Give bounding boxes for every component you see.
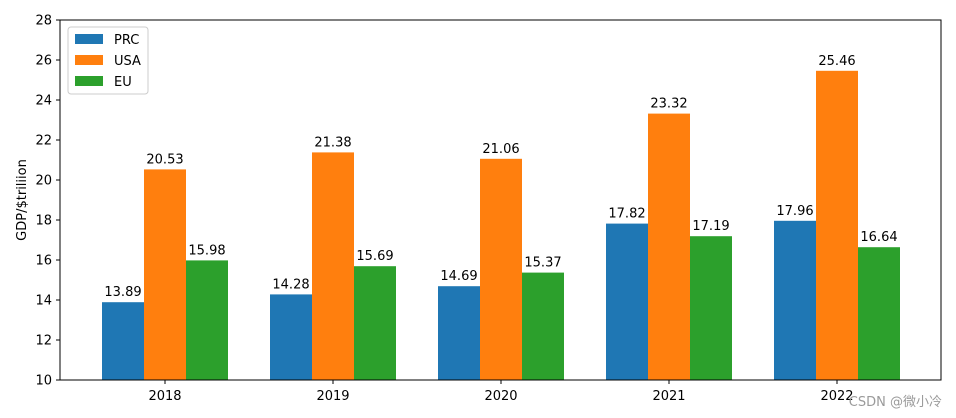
legend-swatch-usa xyxy=(75,55,103,65)
y-axis: 10 12 14 16 18 20 22 24 26 28 xyxy=(35,14,60,389)
data-label-prc-2018: 13.89 xyxy=(104,285,141,300)
bar-usa-2022 xyxy=(816,70,858,381)
y-tick-label-16: 16 xyxy=(35,254,52,269)
bar-prc-2020 xyxy=(438,286,480,380)
bar-usa-2018 xyxy=(144,169,186,380)
legend-swatch-eu xyxy=(75,76,103,86)
watermark: CSDN @微小冷 xyxy=(848,395,942,410)
data-label-usa-2021: 23.32 xyxy=(650,97,687,112)
y-tick-label-10: 10 xyxy=(35,374,52,389)
y-tick-label-18: 18 xyxy=(35,214,52,229)
bar-prc-2021 xyxy=(606,223,648,380)
x-tick-label-2020: 2020 xyxy=(484,389,517,404)
bar-prc-2022 xyxy=(774,220,816,380)
bar-prc-2019 xyxy=(270,294,312,380)
data-label-eu-2020: 15.37 xyxy=(524,256,561,271)
y-tick-label-22: 22 xyxy=(35,134,52,149)
data-label-eu-2022: 16.64 xyxy=(860,230,897,245)
legend: PRC USA EU xyxy=(67,26,149,95)
y-tick-label-24: 24 xyxy=(35,94,52,109)
bar-prc-2018 xyxy=(102,302,144,380)
data-label-prc-2021: 17.82 xyxy=(608,207,645,222)
bar-eu-2022 xyxy=(858,247,900,380)
data-label-prc-2020: 14.69 xyxy=(440,269,477,284)
data-label-prc-2022: 17.96 xyxy=(776,204,813,219)
x-axis: 2018 2019 2020 2021 2022 xyxy=(148,380,854,404)
y-tick-label-12: 12 xyxy=(35,334,52,349)
data-label-eu-2021: 17.19 xyxy=(692,219,729,234)
data-label-usa-2018: 20.53 xyxy=(146,152,183,167)
bar-usa-2020 xyxy=(480,158,522,380)
bars-layer xyxy=(102,70,900,381)
x-tick-label-2021: 2021 xyxy=(652,389,685,404)
legend-swatch-prc xyxy=(75,34,103,44)
legend-label-eu: EU xyxy=(114,75,132,90)
bar-eu-2018 xyxy=(186,260,228,380)
data-labels-layer: 13.89 20.53 15.98 14.28 21.38 15.69 14.69 21.06… xyxy=(104,54,897,300)
legend-label-prc: PRC xyxy=(114,33,139,48)
data-label-usa-2022: 25.46 xyxy=(818,54,855,69)
data-label-usa-2019: 21.38 xyxy=(314,135,351,150)
bar-eu-2020 xyxy=(522,272,564,380)
y-tick-label-26: 26 xyxy=(35,54,52,69)
y-axis-label: GDP/$triliion xyxy=(15,159,30,241)
x-tick-label-2019: 2019 xyxy=(316,389,349,404)
bar-usa-2019 xyxy=(312,152,354,380)
data-label-usa-2020: 21.06 xyxy=(482,142,519,157)
legend-label-usa: USA xyxy=(114,54,141,69)
y-tick-label-28: 28 xyxy=(35,14,52,29)
y-tick-label-14: 14 xyxy=(35,294,52,309)
bar-eu-2019 xyxy=(354,266,396,380)
y-tick-label-20: 20 xyxy=(35,174,52,189)
data-label-prc-2019: 14.28 xyxy=(272,277,309,292)
bar-usa-2021 xyxy=(648,113,690,380)
data-label-eu-2018: 15.98 xyxy=(188,243,225,258)
data-label-eu-2019: 15.69 xyxy=(356,249,393,264)
x-tick-label-2022: 2022 xyxy=(820,389,853,404)
bar-eu-2021 xyxy=(690,236,732,380)
x-tick-label-2018: 2018 xyxy=(148,389,181,404)
